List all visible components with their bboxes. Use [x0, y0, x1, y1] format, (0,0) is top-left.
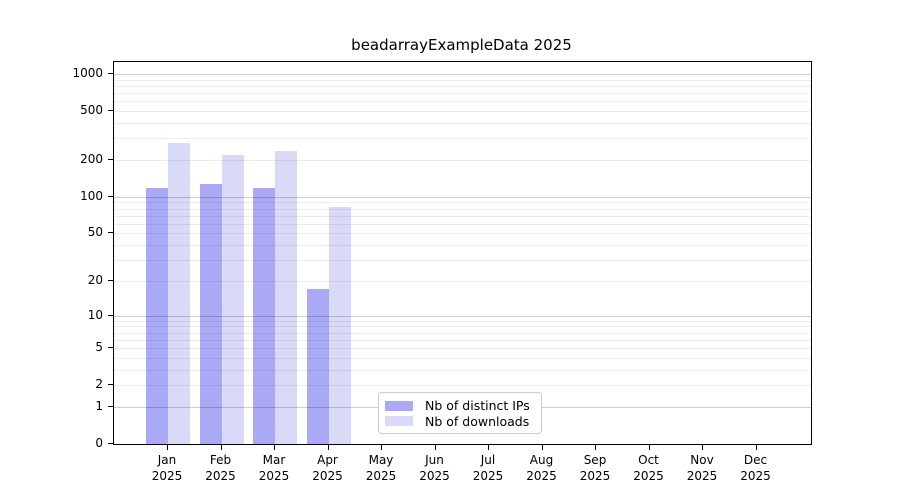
y-tick-mark [108, 314, 113, 316]
minor-gridline [114, 245, 811, 247]
y-tick-mark [108, 158, 113, 160]
x-tick-mark [434, 445, 436, 450]
x-tick-mark [220, 445, 222, 450]
minor-gridline [114, 111, 811, 112]
minor-gridline [114, 138, 811, 140]
legend-label-distinct-ips: Nb of distinct IPs [425, 398, 530, 414]
minor-gridline [114, 385, 811, 387]
minor-gridline [114, 85, 811, 87]
x-tick-label-sep: Sep 2025 [579, 453, 611, 483]
minor-gridline [114, 79, 811, 81]
bars-layer [114, 62, 811, 444]
legend-swatch-distinct-ips-icon [385, 400, 413, 411]
minor-gridline [114, 101, 811, 103]
y-tick-label: 1000 [72, 65, 103, 80]
minor-gridline [114, 348, 811, 349]
bar-distinct-ips-feb [199, 183, 222, 444]
chart-title: beadarrayExampleData 2025 [351, 36, 572, 54]
minor-gridline [114, 357, 811, 359]
x-tick-mark [327, 445, 329, 450]
x-tick-label-oct: Oct 2025 [633, 453, 664, 483]
grid-layer [114, 62, 811, 444]
major-gridline [114, 196, 811, 198]
minor-gridline [114, 260, 811, 262]
major-gridline [114, 73, 811, 75]
y-tick-mark [108, 384, 113, 386]
minor-gridline [114, 208, 811, 210]
legend-label-downloads: Nb of downloads [425, 413, 530, 429]
minor-gridline [114, 159, 811, 161]
bar-distinct-ips-jan [146, 188, 168, 444]
y-tick-label: 100 [80, 188, 103, 203]
y-tick-label: 5 [95, 340, 103, 354]
y-tick-label: 200 [80, 151, 103, 166]
bar-downloads-feb [221, 154, 244, 444]
bar-distinct-ips-mar [253, 187, 275, 444]
legend-item-downloads: Nb of downloads [385, 414, 533, 430]
x-tick-label-nov: Nov 2025 [686, 453, 718, 483]
x-tick-mark [381, 445, 382, 450]
y-tick-label: 1 [95, 398, 103, 413]
legend-item-distinct-ips: Nb of distinct IPs [385, 398, 533, 414]
x-tick-mark [595, 445, 596, 450]
y-tick-mark [108, 443, 113, 444]
x-tick-mark [167, 445, 168, 450]
x-tick-mark [755, 445, 757, 450]
x-tick-mark [702, 445, 703, 450]
x-tick-label-apr: Apr 2025 [312, 453, 343, 483]
bar-downloads-mar [275, 150, 297, 444]
x-tick-label-feb: Feb 2025 [205, 453, 236, 483]
bar-downloads-jan [168, 143, 190, 444]
y-tick-mark [108, 232, 113, 234]
y-tick-mark [108, 110, 113, 111]
x-tick-label-jul: Jul 2025 [472, 453, 504, 483]
minor-gridline [114, 369, 811, 371]
y-tick-label: 0 [95, 436, 103, 450]
x-tick-label-jun: Jun 2025 [419, 453, 450, 483]
y-tick-label: 10 [87, 307, 103, 322]
bar-downloads-apr [328, 206, 351, 444]
minor-gridline [114, 280, 811, 282]
y-tick-mark [108, 279, 113, 281]
legend: Nb of distinct IPs Nb of downloads [378, 392, 542, 434]
minor-gridline [114, 339, 811, 341]
major-gridline [114, 315, 811, 317]
minor-gridline [114, 223, 811, 225]
x-tick-label-jan: Jan 2025 [151, 453, 183, 483]
y-tick-mark [108, 72, 113, 74]
x-tick-label-aug: Aug 2025 [526, 453, 557, 483]
y-tick-mark [108, 347, 113, 348]
minor-gridline [114, 202, 811, 204]
y-tick-label: 500 [80, 103, 103, 117]
x-tick-label-may: May 2025 [365, 453, 397, 483]
x-tick-mark [541, 445, 543, 450]
x-tick-mark [648, 445, 650, 450]
plot-area [113, 61, 812, 445]
minor-gridline [114, 233, 811, 235]
x-tick-mark [488, 445, 489, 450]
y-tick-label: 20 [87, 272, 103, 287]
x-tick-mark [274, 445, 275, 450]
minor-gridline [114, 332, 811, 334]
y-tick-label: 2 [95, 377, 103, 392]
y-tick-label: 50 [87, 225, 103, 240]
minor-gridline [114, 122, 811, 124]
minor-gridline [114, 215, 811, 217]
minor-gridline [114, 326, 811, 328]
minor-gridline [114, 320, 811, 322]
bar-distinct-ips-apr [306, 289, 329, 444]
x-tick-label-dec: Dec 2025 [740, 453, 771, 483]
legend-swatch-downloads-icon [385, 416, 413, 427]
y-tick-mark [108, 405, 113, 407]
x-tick-label-mar: Mar 2025 [258, 453, 290, 483]
y-tick-mark [108, 195, 113, 197]
minor-gridline [114, 93, 811, 94]
